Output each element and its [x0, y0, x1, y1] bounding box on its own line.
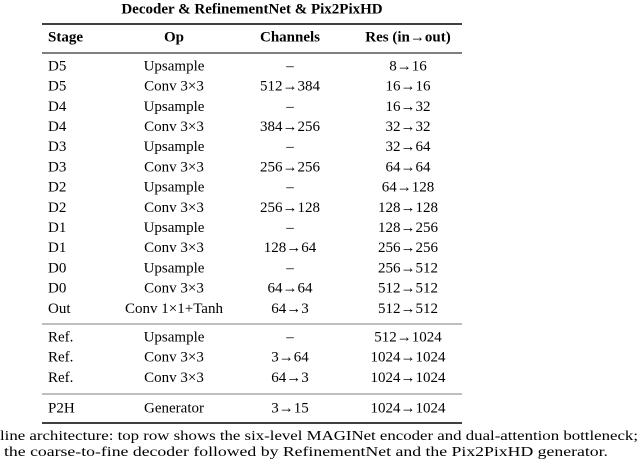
table-cell: D0: [48, 281, 66, 297]
table-cell: D3: [48, 139, 66, 155]
table-cell: Upsample: [144, 99, 205, 115]
table-cell: 16→32: [386, 99, 431, 115]
table-cell: –: [285, 260, 294, 276]
table-cell: 1024→1024: [371, 370, 447, 386]
table-cell: D2: [48, 180, 66, 196]
table-cell: Ref.: [48, 350, 73, 366]
table-cell: Upsample: [144, 220, 205, 236]
table-cell: D2: [48, 200, 66, 216]
table-cell: Upsample: [144, 139, 205, 155]
table-cell: D5: [48, 79, 66, 95]
table-cell: Upsample: [144, 58, 205, 74]
table-cell: 64→64: [268, 281, 314, 297]
table-cell: Conv 3×3: [144, 200, 204, 216]
table-cell: Ref.: [48, 329, 73, 345]
table-cell: 512→512: [378, 301, 438, 317]
table-cell: 1024→1024: [371, 350, 447, 366]
table-cell: Ref.: [48, 370, 73, 386]
table-cell: 256→128: [260, 200, 320, 216]
table-cell: Upsample: [144, 329, 205, 345]
table-cell: 16→16: [386, 79, 432, 95]
table-cell: 64→64: [386, 159, 432, 175]
table-cell: D1: [48, 220, 66, 236]
table-cell: Conv 1×1+Tanh: [125, 301, 223, 317]
table-cell: 512→512: [378, 281, 438, 297]
table-cell: 64→3: [271, 301, 309, 317]
table-cell: Upsample: [144, 180, 205, 196]
table-cell: –: [285, 220, 294, 236]
table-cell: 32→32: [386, 119, 431, 135]
table-cell: 3→64: [271, 350, 309, 366]
table-cell: P2H: [48, 400, 75, 416]
column-header: Op: [164, 29, 184, 45]
table-cell: –: [285, 180, 294, 196]
table-cell: 256→512: [378, 260, 438, 276]
table-cell: D0: [48, 260, 66, 276]
table-cell: 384→256: [260, 119, 321, 135]
table-cell: –: [285, 329, 294, 345]
table-cell: Conv 3×3: [144, 281, 204, 297]
table-cell: 8→16: [389, 58, 427, 74]
table-cell: 32→64: [386, 139, 432, 155]
table-cell: Conv 3×3: [144, 79, 204, 95]
table-cell: –: [285, 139, 294, 155]
table-cell: 256→256: [260, 159, 321, 175]
table-cell: –: [285, 58, 294, 74]
table-cell: D1: [48, 240, 66, 256]
table-cell: 64→128: [382, 180, 435, 196]
table-cell: Generator: [144, 400, 204, 416]
table-cell: D4: [48, 119, 67, 135]
table-cell: –: [285, 99, 294, 115]
caption-line: the coarse-to-fine decoder followed by R…: [4, 444, 608, 459]
table-cell: 128→128: [378, 200, 438, 216]
table-cell: 256→256: [378, 240, 439, 256]
table-cell: D5: [48, 58, 66, 74]
table-cell: 64→3: [271, 370, 309, 386]
table-cell: Out: [48, 301, 71, 317]
table-cell: D4: [48, 99, 67, 115]
column-header: Res (in→out): [365, 29, 450, 45]
table-cell: Conv 3×3: [144, 119, 204, 135]
table-cell: 3→15: [271, 400, 309, 416]
table-title: Decoder & RefinementNet & Pix2PixHD: [121, 1, 382, 17]
caption-line: line architecture: top row shows the six…: [0, 428, 638, 443]
table-cell: D3: [48, 159, 66, 175]
table-cell: Upsample: [144, 260, 205, 276]
table-cell: 128→256: [378, 220, 439, 236]
table-cell: Conv 3×3: [144, 240, 204, 256]
table-cell: Conv 3×3: [144, 370, 204, 386]
table-cell: 1024→1024: [371, 400, 447, 416]
column-header: Stage: [48, 29, 83, 45]
table-cell: Conv 3×3: [144, 350, 204, 366]
column-header: Channels: [260, 29, 320, 45]
table-cell: 128→64: [264, 240, 317, 256]
table-cell: 512→1024: [374, 329, 442, 345]
table-cell: Conv 3×3: [144, 159, 204, 175]
table-cell: 512→384: [260, 79, 321, 95]
